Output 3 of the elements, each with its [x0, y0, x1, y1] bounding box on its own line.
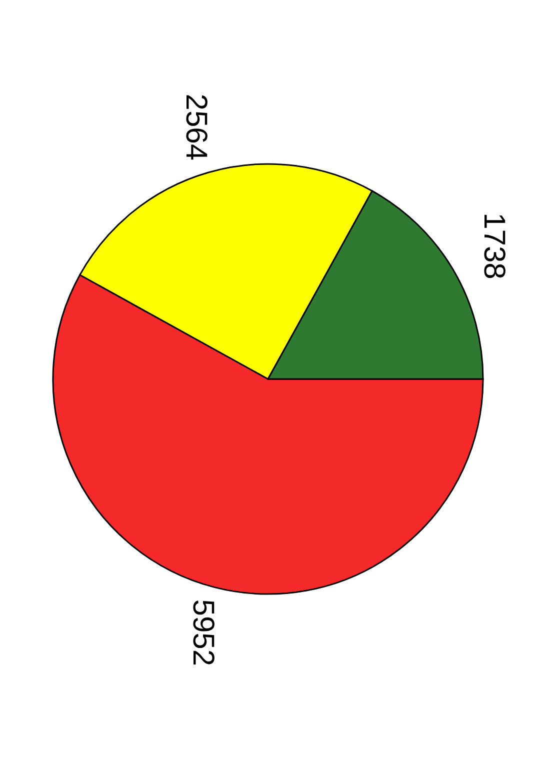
- data-label: 2564: [180, 94, 213, 161]
- data-label: 5952: [186, 599, 220, 666]
- data-label: 1738: [478, 212, 511, 280]
